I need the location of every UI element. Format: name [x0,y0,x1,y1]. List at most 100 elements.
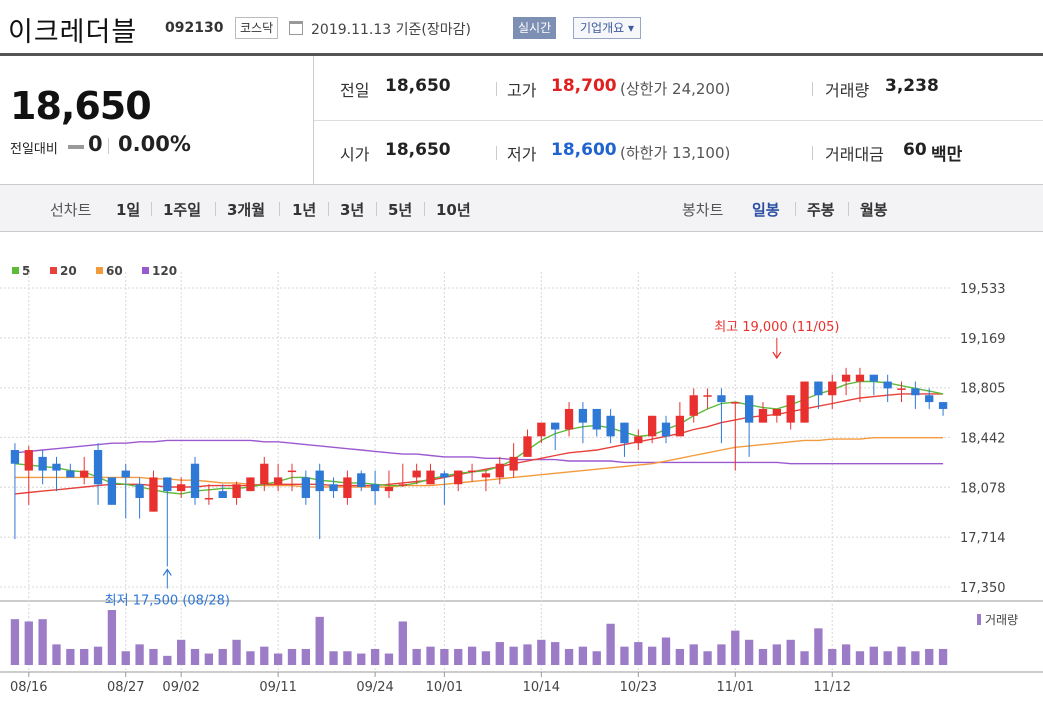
candle-body [38,456,47,471]
candle-body [606,415,615,437]
legend-ma5: 5 [12,264,30,278]
divider [496,146,497,160]
candle-body [661,422,671,437]
candle-body [163,477,172,492]
candle-body [370,484,380,492]
volume-label: 거래량 [825,81,870,100]
tab-5y[interactable]: 5년 [388,201,413,219]
legend-ma20: 20 [50,264,77,278]
candle-body [731,402,740,404]
tab-daily[interactable]: 일봉 [752,201,780,219]
candle-body [938,402,948,409]
tab-1w[interactable]: 1주일 [163,201,202,219]
volume-bar [828,648,837,665]
candle-body [66,470,75,478]
x-tick-label: 09/11 [259,680,296,695]
volume-bar [301,648,310,665]
candle-body [454,470,463,485]
high-label: 고가 [507,81,537,100]
candle-body [467,470,477,473]
line-chart-label: 선차트 [50,201,92,219]
candle-body [121,470,130,478]
candle-body [592,408,601,430]
divider [108,138,109,154]
volume-bar [592,651,601,665]
y-tick-label: 17,350 [960,581,1006,596]
tab-weekly[interactable]: 주봉 [807,201,835,219]
prev-close-label: 전일 [340,81,370,100]
candle-body [412,470,421,478]
divider [215,202,216,216]
candle-body [398,484,407,486]
volume-bar [204,653,214,665]
x-tick-label: 08/27 [107,680,144,695]
volume-bar [634,642,643,665]
volume-bar [177,639,186,665]
volume-bar [855,651,865,665]
legend-label: 20 [60,264,77,278]
divider [328,202,329,216]
legend-swatch [142,267,149,274]
candle-body [10,450,20,464]
current-price: 18,650 [10,84,152,128]
x-tick-label: 09/02 [162,680,199,695]
candlestick-chart[interactable]: 19,533 19,169 18,805 18,442 18,078 17,714 17,3… [0,232,1043,706]
y-tick-label: 18,078 [960,481,1006,496]
tab-1d[interactable]: 1일 [116,201,141,219]
candle-body [509,456,518,471]
volume-bar [426,646,435,665]
tab-1y[interactable]: 1년 [292,201,317,219]
volume-legend-label: 거래량 [985,613,1018,627]
change-percent: 0.00% [118,132,191,156]
company-info-dropdown[interactable]: 기업개요 ▾ [573,17,641,39]
volume-bar [80,648,89,665]
volume-bar [135,644,144,665]
change-label: 전일대비 [10,142,58,157]
divider [848,202,849,216]
volume-bar [454,648,463,665]
candle-body [800,381,809,423]
volume-bar [897,646,906,665]
stats-row: 전일 18,650 고가 18,700 (상한가 24,200) 거래량 3,2… [314,56,1043,121]
candle-body [190,463,200,498]
volume-bar [841,644,851,665]
low-arrow-head [162,568,172,576]
tab-3m[interactable]: 3개월 [227,201,266,219]
divider [151,202,152,216]
upper-limit: (상한가 24,200) [620,80,731,98]
candle-body [855,374,865,382]
volume-bar [648,646,657,665]
header-divider [0,53,1043,56]
tab-3y[interactable]: 3년 [340,201,365,219]
candle-body [218,491,227,498]
volume-bar [190,648,200,665]
divider [795,202,796,216]
candle-body [925,395,934,403]
prev-close-value: 18,650 [385,76,451,96]
volume-bar [398,621,407,665]
volume-bar [911,651,920,665]
volume-bar [689,644,698,665]
tab-10y[interactable]: 10년 [436,201,471,219]
candle-body [703,395,712,397]
realtime-button[interactable]: 실시간 [513,17,557,39]
candle-body [107,477,117,505]
candle-chart-label: 봉차트 [682,201,724,219]
tab-monthly[interactable]: 월봉 [860,201,888,219]
candle-body [177,484,186,492]
volume-bar [744,639,754,665]
divider [424,202,425,216]
x-tick-label: 11/01 [717,680,754,695]
volume-bar [149,648,158,665]
volume-bar [938,648,948,665]
volume-bar [232,639,241,665]
low-label: 저가 [507,145,537,164]
low-value: 18,600 [551,140,617,160]
volume-bar [357,653,366,665]
volume-bar [800,651,809,665]
market-badge: 코스닥 [235,17,279,39]
candle-body [564,408,574,430]
volume-bar [467,646,477,665]
price-summary: 18,650 전일대비 0 0.00% [0,56,314,184]
high-value: 18,700 [551,76,617,96]
